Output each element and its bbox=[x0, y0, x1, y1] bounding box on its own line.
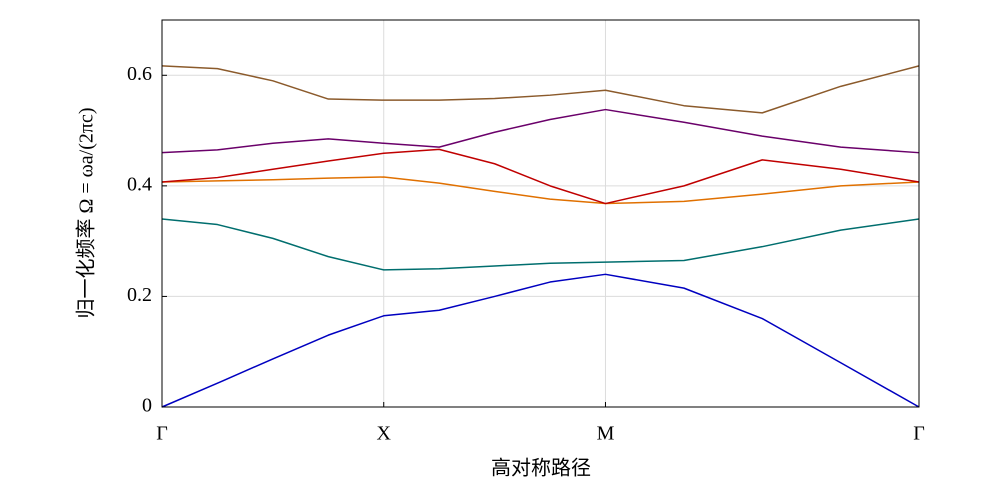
band-line bbox=[161, 176, 920, 205]
x-tick-label: M bbox=[597, 423, 615, 445]
x-tick-label: Γ bbox=[913, 423, 925, 445]
band-line bbox=[161, 148, 920, 205]
band-line bbox=[161, 108, 920, 154]
y-axis-label: 归一化频率 Ω = ωa/(2πc) bbox=[75, 107, 98, 318]
y-tick-label: 0.4 bbox=[127, 173, 152, 195]
y-tick-label: 0.2 bbox=[127, 284, 152, 306]
x-axis-label: 高对称路径 bbox=[491, 457, 591, 480]
band-line bbox=[161, 65, 920, 114]
band-line bbox=[161, 218, 920, 271]
x-tick-label: X bbox=[377, 423, 392, 445]
y-tick-label: 0.6 bbox=[127, 63, 152, 85]
plot-frame bbox=[161, 19, 920, 408]
x-tick-label: Γ bbox=[156, 423, 168, 445]
band-line bbox=[161, 273, 920, 408]
y-tick-label: 0 bbox=[142, 395, 152, 417]
